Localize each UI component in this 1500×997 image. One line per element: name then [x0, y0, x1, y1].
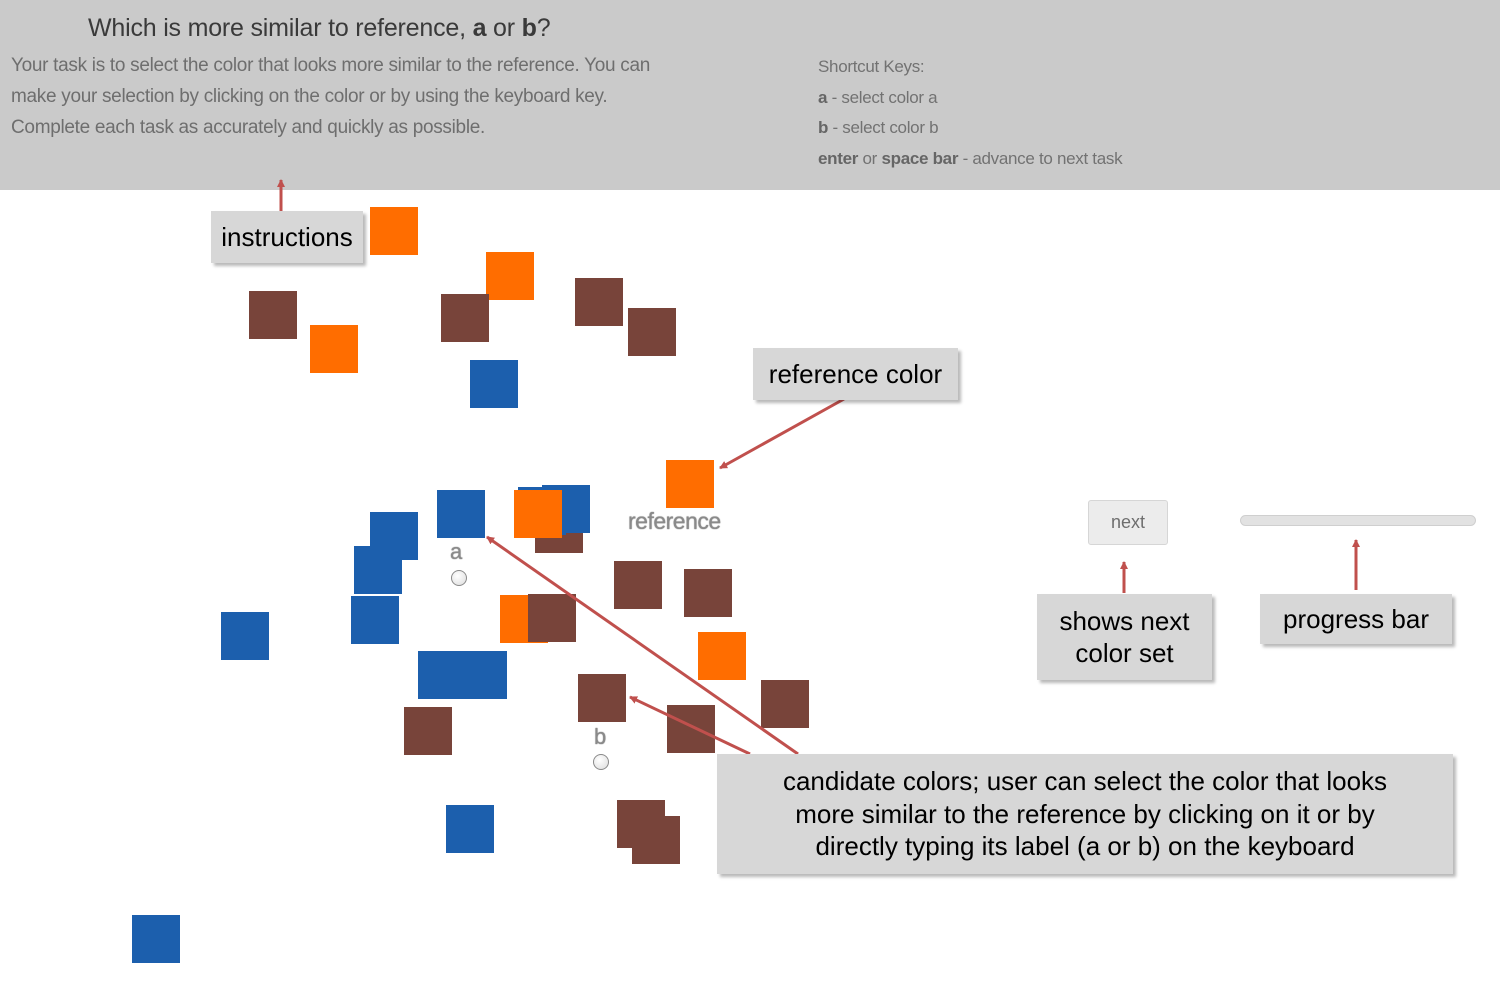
progress-bar — [1240, 515, 1476, 526]
color-square — [249, 291, 297, 339]
shortcut-b: b - select color b — [818, 118, 939, 137]
callout-candidate-line: directly typing its label (a or b) on th… — [815, 831, 1355, 862]
candidate-a-label: a — [450, 539, 463, 564]
arrow-candidate-a — [486, 535, 799, 756]
color-square — [132, 915, 180, 963]
color-square — [486, 252, 534, 300]
shortcut-keys-title: Shortcut Keys: — [818, 57, 925, 76]
callout-candidate-line: candidate colors; user can select the co… — [782, 766, 1388, 797]
color-square — [354, 546, 402, 594]
callout-next-line: color set — [1075, 638, 1174, 668]
instruction-line: Complete each task as accurately and qui… — [11, 117, 485, 138]
candidate-a-radio[interactable] — [451, 570, 467, 586]
candidate-b-radio[interactable] — [593, 754, 609, 770]
color-square — [446, 805, 494, 853]
color-square — [667, 705, 715, 753]
color-square — [528, 594, 576, 642]
color-square — [470, 360, 518, 408]
callout-next: shows next color set — [1037, 594, 1212, 680]
callout-next-line: shows next — [1059, 605, 1190, 636]
color-square — [514, 490, 562, 538]
next-button[interactable]: next — [1088, 500, 1168, 545]
arrow-reference — [719, 397, 845, 470]
color-square — [310, 325, 358, 373]
candidate-b-label: b — [594, 724, 607, 749]
page-title: Which is more similar to reference, a or… — [88, 14, 551, 42]
color-square — [628, 308, 676, 356]
color-square — [632, 816, 680, 864]
callout-progress-bar: progress bar — [1260, 594, 1452, 644]
color-square — [370, 207, 418, 255]
color-square — [575, 278, 623, 326]
shortcut-enter: enter or space bar - advance to next tas… — [818, 149, 1123, 168]
candidate-a-square[interactable] — [437, 490, 485, 538]
instruction-line: make your selection by clicking on the c… — [11, 86, 608, 107]
color-square — [404, 707, 452, 755]
shortcut-a: a - select color a — [818, 88, 938, 107]
candidate-b-square[interactable] — [578, 674, 626, 722]
color-square — [614, 561, 662, 609]
color-square — [456, 651, 507, 699]
reference-color-square — [666, 460, 714, 508]
callout-reference-color: reference color — [753, 348, 958, 400]
callout-instructions: instructions — [211, 211, 363, 263]
color-square — [698, 632, 746, 680]
instructions-panel: Which is more similar to reference, a or… — [0, 0, 1500, 190]
callout-candidate-colors: candidate colors; user can select the co… — [717, 754, 1453, 874]
instruction-line: Your task is to select the color that lo… — [11, 55, 650, 76]
arrow-candidate-b — [629, 695, 751, 756]
color-square — [441, 294, 489, 342]
color-square — [221, 612, 269, 660]
callout-candidate-line: more similar to the reference by clickin… — [795, 798, 1375, 829]
color-square — [761, 680, 809, 728]
reference-label: reference — [628, 508, 721, 534]
color-square — [684, 569, 732, 617]
color-square — [351, 596, 399, 644]
